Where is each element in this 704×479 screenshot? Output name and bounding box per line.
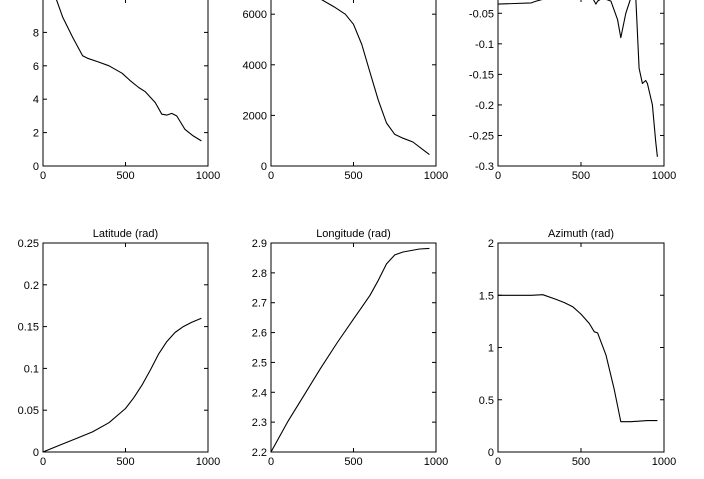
x-tick-label: 0	[40, 456, 46, 468]
y-tick-label: 4	[33, 94, 39, 106]
y-tick-label: -0.15	[469, 69, 494, 81]
y-tick-label: 2.6	[252, 328, 267, 340]
x-tick-label: 0	[268, 170, 274, 182]
y-tick-label: 8	[33, 27, 39, 39]
x-tick-label: 500	[344, 170, 362, 182]
y-tick-label: 0.25	[18, 238, 39, 250]
subplot-6: 0 500 1000 0 0.5 1 1.5 2 Azimuth (rad)	[479, 228, 677, 468]
x-tick-label: 1000	[424, 456, 448, 468]
axes-frame	[270, 242, 437, 453]
subplot-1: 0 500 1000 0 2 4 6 8	[33, 0, 220, 182]
series-line	[321, 0, 430, 156]
y-tick-label: 4000	[243, 60, 267, 72]
y-tick-label: 0	[488, 447, 494, 459]
x-tick-label: 500	[116, 456, 134, 468]
y-tick-label: -0.05	[469, 8, 494, 20]
y-tick-label: 2.8	[252, 268, 267, 280]
y-tick-label: -0.3	[475, 161, 494, 173]
y-tick-label: -0.2	[475, 100, 494, 112]
x-tick-label: 0	[495, 170, 501, 182]
axes-frame	[42, 0, 209, 167]
y-tick-label: 2	[488, 238, 494, 250]
y-tick-label: 6000	[243, 9, 267, 21]
y-tick-label: 0.2	[24, 280, 39, 292]
y-tick-label: 0.1	[24, 363, 39, 375]
subplot-title: Latitude (rad)	[93, 228, 158, 240]
y-tick-label: 0	[33, 447, 39, 459]
x-tick-label: 1000	[652, 170, 676, 182]
series-line	[43, 317, 202, 452]
x-tick-label: 0	[495, 456, 501, 468]
y-tick-label: 2.7	[252, 298, 267, 310]
x-tick-label: 500	[572, 170, 590, 182]
subplot-4: 0 500 1000 0 0.05 0.1 0.15 0.2 0.25 Latitude (rad…	[18, 228, 221, 468]
y-tick-label: 2.4	[252, 387, 267, 399]
series-line	[271, 247, 430, 452]
subplot-3: 0 500 1000 -0.3 -0.25 -0.2 -0.15 -0.1 -0.05	[469, 0, 676, 182]
x-tick-label: 1000	[196, 170, 220, 182]
y-tick-label: 2000	[243, 110, 267, 122]
y-tick-label: 0.15	[18, 322, 39, 334]
x-tick-label: 500	[344, 456, 362, 468]
y-tick-label: 2.5	[252, 357, 267, 369]
y-tick-label: 6	[33, 61, 39, 73]
series-line	[498, 294, 658, 423]
series-line	[498, 0, 658, 157]
y-tick-label: 2	[33, 128, 39, 140]
y-tick-label: 0	[33, 161, 39, 173]
y-tick-label: 0.05	[18, 405, 39, 417]
subplot-title: Longitude (rad)	[316, 228, 391, 240]
y-tick-label: 0.5	[479, 395, 494, 407]
y-tick-label: 2.9	[252, 238, 267, 250]
y-tick-label: 2.3	[252, 417, 267, 429]
axes-frame	[42, 242, 209, 453]
y-tick-label: -0.1	[475, 39, 494, 51]
subplot-title: Azimuth (rad)	[548, 228, 614, 240]
x-tick-label: 500	[116, 170, 134, 182]
y-tick-label: -0.25	[469, 130, 494, 142]
x-tick-label: 1000	[196, 456, 220, 468]
y-tick-label: 1.5	[479, 290, 494, 302]
x-tick-label: 1000	[652, 456, 676, 468]
y-tick-label: 2.2	[252, 447, 267, 459]
x-tick-label: 0	[40, 170, 46, 182]
y-tick-label: 0	[261, 161, 267, 173]
series-line	[55, 0, 202, 142]
y-tick-label: 1	[488, 343, 494, 355]
axes-frame	[497, 0, 665, 167]
subplot-5: 0 500 1000 2.2 2.3 2.4 2.5 2.6 2.7 2.8 2.9 Longitud…	[252, 228, 449, 468]
subplot-2: 0 500 1000 0 2000 4000 6000	[243, 0, 448, 182]
x-tick-label: 0	[268, 456, 274, 468]
x-tick-label: 500	[572, 456, 590, 468]
x-tick-label: 1000	[424, 170, 448, 182]
